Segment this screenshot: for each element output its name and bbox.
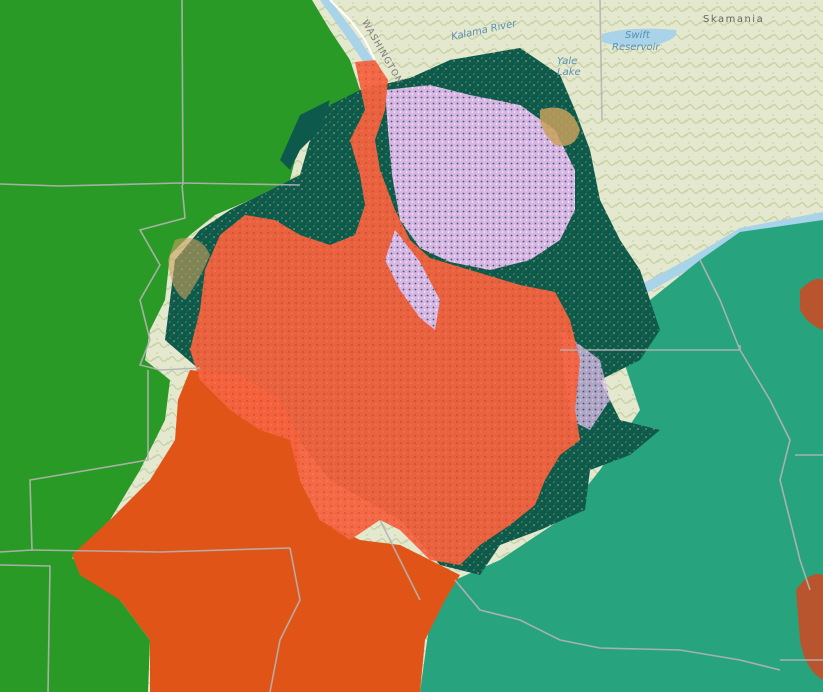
red-overlay-notch — [385, 230, 440, 330]
overlay-orange-east-north — [800, 278, 823, 330]
region-green-west — [0, 0, 360, 570]
overlay-red-central — [190, 60, 580, 565]
label-skamania: Skamania — [703, 14, 764, 25]
label-swift-reservoir-2: Reservoir — [612, 42, 660, 53]
land-cover-urban — [385, 85, 575, 270]
land-cover-tan-patch-west — [168, 237, 210, 300]
land-cover-forest-fringe — [280, 100, 330, 170]
highway — [329, 0, 376, 61]
region-green-southwest — [0, 556, 150, 692]
overlay-orange-southwest — [72, 370, 460, 692]
label-swift-reservoir-1: Swift — [625, 30, 651, 41]
land-cover-tan-patch — [539, 107, 580, 146]
overlay-orange-east-south — [796, 574, 823, 680]
label-yale-lake-1: Yale — [557, 56, 577, 67]
swift-reservoir — [602, 28, 677, 47]
label-yale-lake-2: Lake — [557, 67, 581, 78]
